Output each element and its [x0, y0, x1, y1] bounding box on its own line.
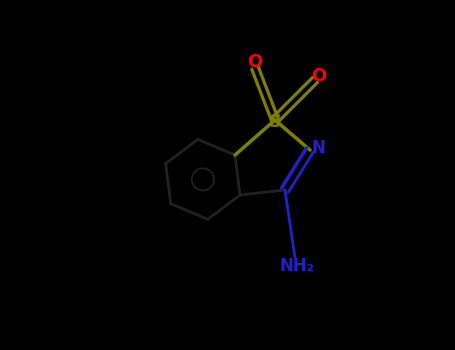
Text: NH₂: NH₂: [279, 257, 314, 275]
Text: S: S: [268, 113, 282, 131]
Text: O: O: [311, 67, 327, 85]
Text: O: O: [248, 53, 263, 71]
Text: N: N: [311, 139, 325, 157]
